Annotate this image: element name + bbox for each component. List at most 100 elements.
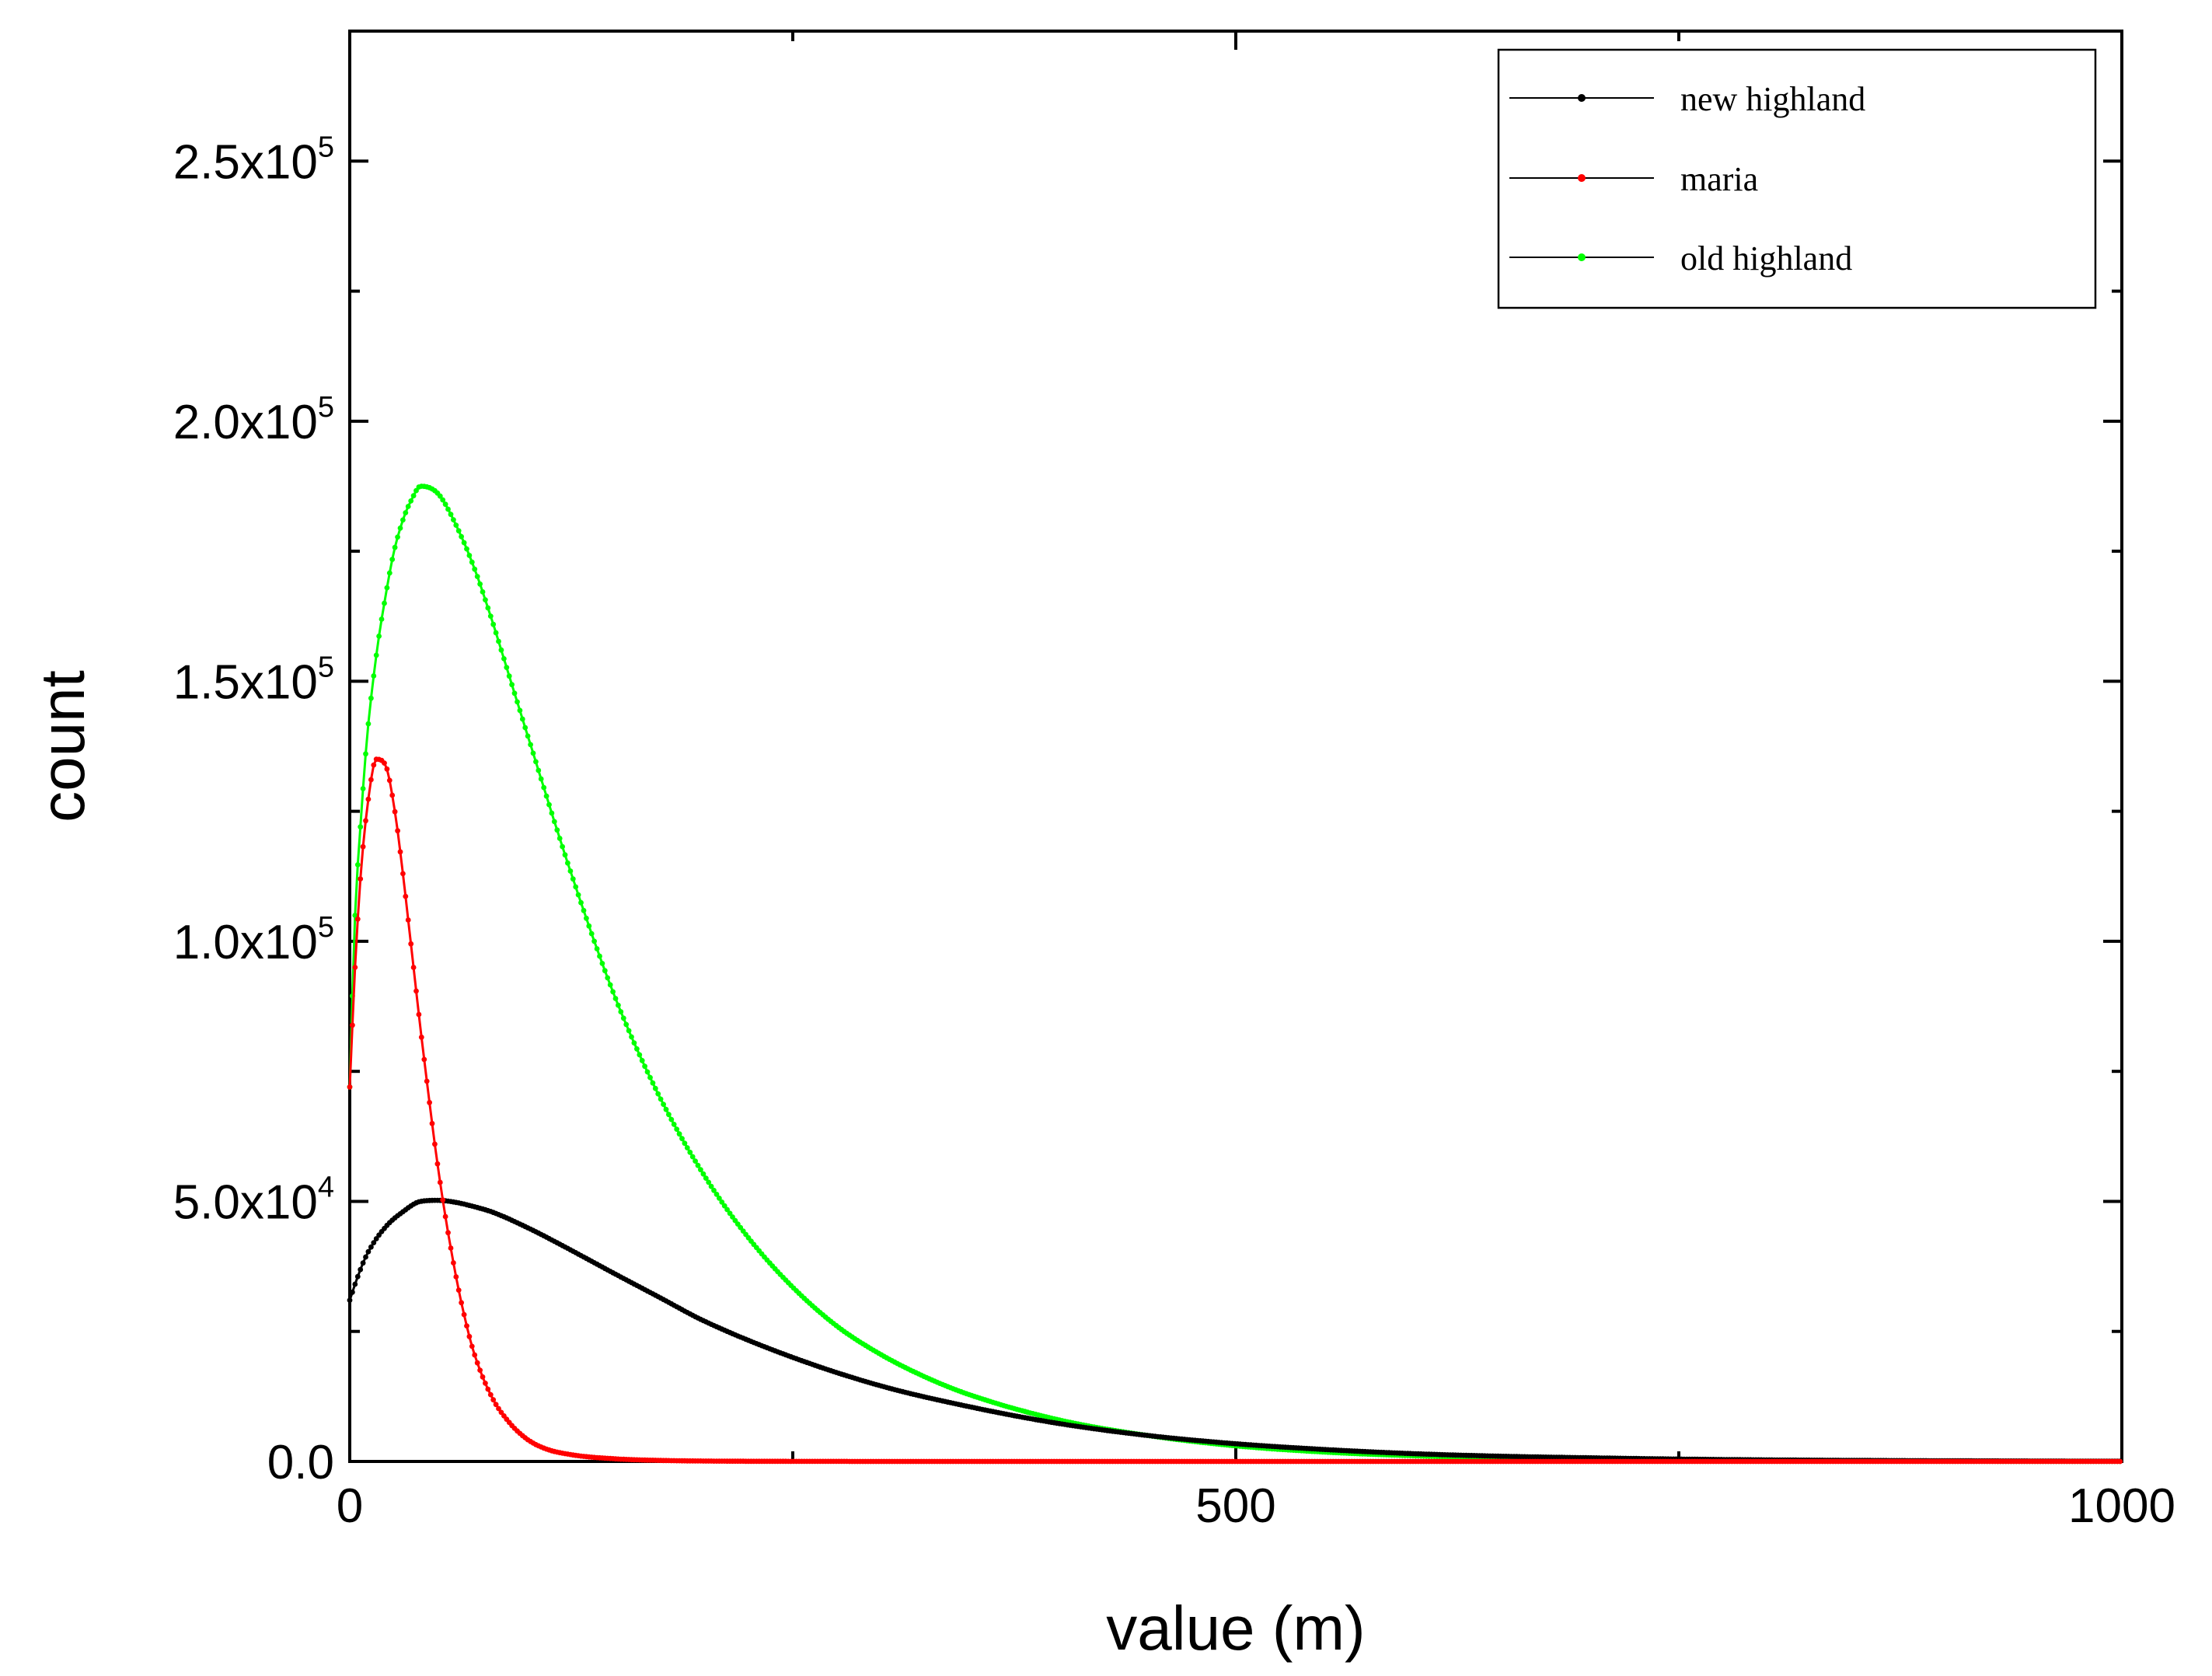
data-point-old-highland [437, 493, 443, 499]
data-point-maria [445, 1230, 451, 1236]
legend-marker-maria [1578, 174, 1586, 182]
data-point-old-highland [525, 733, 531, 739]
data-point-old-highland [666, 1112, 672, 1118]
data-point-old-highland [700, 1171, 707, 1177]
y-tick-exponent: 5 [318, 911, 334, 944]
data-point-old-highland [599, 961, 605, 966]
data-point-old-highland [410, 493, 417, 499]
data-point-old-highland [546, 801, 552, 808]
data-point-old-highland [570, 876, 576, 882]
data-point-maria [474, 1360, 480, 1366]
data-point-old-highland [496, 638, 501, 644]
x-tick-label: 0 [337, 1479, 363, 1533]
data-point-old-highland [652, 1085, 658, 1091]
data-point-old-highland [498, 647, 504, 653]
data-point-old-highland [395, 534, 400, 540]
data-point-old-highland [554, 827, 560, 833]
series-line-maria [348, 758, 2120, 1463]
data-point-maria [403, 893, 409, 899]
data-point-new-highland [371, 1240, 377, 1245]
data-point-old-highland [386, 570, 393, 576]
data-point-old-highland [506, 673, 512, 679]
series-layer [347, 484, 2123, 1465]
data-point-old-highland [536, 767, 542, 773]
data-point-old-highland [448, 512, 454, 518]
y-tick-exponent: 5 [318, 391, 334, 424]
data-point-old-highland [515, 699, 520, 705]
data-point-maria [496, 1405, 501, 1412]
data-point-old-highland [522, 725, 529, 731]
data-point-old-highland [560, 843, 565, 850]
data-point-old-highland [703, 1175, 709, 1181]
data-point-maria [350, 1022, 355, 1028]
data-point-maria [464, 1323, 469, 1329]
data-point-old-highland [371, 673, 377, 679]
data-point-maria [368, 777, 374, 783]
data-point-old-highland [679, 1136, 685, 1142]
data-point-old-highland [711, 1187, 717, 1193]
data-point-maria [485, 1386, 491, 1392]
data-point-old-highland [581, 907, 587, 913]
data-point-maria [382, 760, 387, 766]
y-tick-exponent: 5 [318, 131, 334, 163]
data-point-old-highland [474, 574, 480, 579]
data-point-old-highland [549, 810, 555, 816]
data-point-old-highland [459, 533, 464, 539]
series-new-highland [347, 1197, 2123, 1465]
legend-marker-new-highland [1578, 94, 1586, 102]
data-point-old-highland [485, 605, 491, 611]
data-point-old-highland [588, 931, 595, 937]
data-point-maria [352, 965, 358, 970]
data-point-maria [389, 792, 396, 798]
data-point-old-highland [464, 546, 469, 552]
data-point-old-highland [727, 1210, 733, 1217]
data-point-old-highland [493, 630, 499, 636]
data-point-old-highland [530, 750, 536, 756]
data-point-old-highland [719, 1199, 725, 1205]
data-point-old-highland [695, 1162, 701, 1168]
data-point-old-highland [461, 539, 467, 546]
data-point-old-highland [384, 585, 390, 591]
data-point-old-highland [487, 613, 494, 619]
data-point-old-highland [397, 525, 403, 531]
data-point-old-highland [379, 616, 385, 622]
data-point-old-highland [445, 506, 451, 512]
data-point-maria [386, 777, 393, 784]
data-point-old-highland [708, 1183, 714, 1189]
y-tick-label: 1.0x105 [173, 911, 334, 969]
data-point-old-highland [501, 656, 507, 662]
y-tick-label: 2.0x105 [173, 391, 334, 449]
data-point-old-highland [483, 597, 488, 602]
data-point-old-highland [586, 923, 592, 929]
data-point-old-highland [584, 915, 589, 921]
data-point-old-highland [693, 1158, 698, 1164]
data-point-old-highland [469, 559, 475, 565]
data-point-old-highland [620, 1015, 626, 1021]
data-point-old-highland [607, 982, 613, 988]
data-point-old-highland [631, 1040, 637, 1046]
axis-ticks: 0 500 1000 0.0 5.0x104 1.0x105 1.5x105 2.0x105 2… [173, 31, 2175, 1533]
data-point-old-highland [578, 899, 584, 906]
data-point-old-highland [543, 793, 550, 799]
data-point-old-highland [623, 1021, 630, 1028]
data-point-old-highland [658, 1096, 664, 1102]
x-tick-label: 500 [1195, 1479, 1275, 1533]
data-point-old-highland [504, 665, 510, 670]
data-point-maria [410, 965, 417, 970]
data-point-old-highland [451, 517, 456, 522]
data-point-maria [453, 1274, 459, 1280]
data-point-old-highland [647, 1074, 653, 1081]
data-point-old-highland [442, 501, 448, 508]
data-point-old-highland [689, 1154, 696, 1160]
data-point-old-highland [541, 784, 547, 791]
data-point-maria [413, 988, 419, 994]
legend: new highland maria old highland [1497, 48, 2097, 309]
data-point-maria [354, 916, 361, 922]
data-point-old-highland [655, 1091, 661, 1097]
data-point-maria [424, 1078, 430, 1084]
data-point-maria [400, 871, 406, 877]
data-point-old-highland [368, 695, 374, 701]
data-point-maria [2117, 1458, 2123, 1465]
y-tick-exponent: 4 [318, 1171, 334, 1203]
data-point-maria [395, 828, 400, 834]
